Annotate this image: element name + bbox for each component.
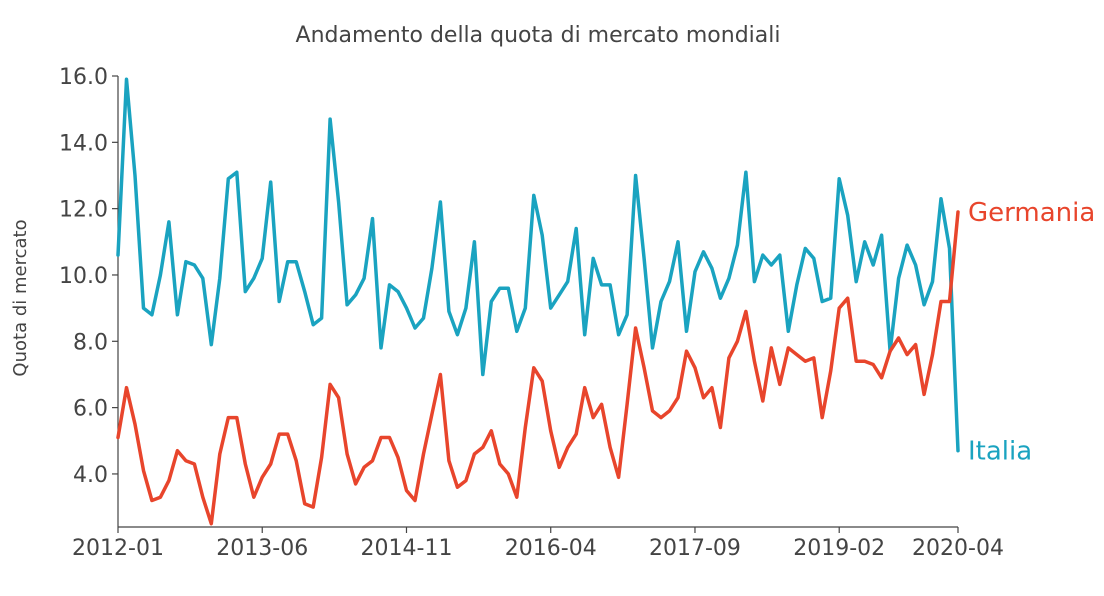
y-tick-label: 12.0 bbox=[59, 198, 108, 223]
series-label-germania: Germania bbox=[968, 198, 1095, 228]
x-tick-label: 2017-09 bbox=[649, 536, 741, 561]
x-tick-label: 2019-02 bbox=[793, 536, 885, 561]
chart-title: Andamento della quota di mercato mondial… bbox=[296, 23, 781, 48]
series-line-italia bbox=[116, 77, 960, 453]
y-tick-label: 10.0 bbox=[59, 264, 108, 289]
series-labels: Italia Germania bbox=[968, 198, 1095, 467]
series-group bbox=[116, 77, 960, 526]
x-tick-label: 2014-11 bbox=[361, 536, 453, 561]
y-tick-label: 16.0 bbox=[59, 65, 108, 90]
y-axis-label: Quota di mercato bbox=[10, 219, 31, 376]
x-tick-label: 2013-06 bbox=[216, 536, 308, 561]
series-label-italia: Italia bbox=[968, 437, 1032, 467]
y-tick-label: 4.0 bbox=[73, 463, 108, 488]
y-tick-label: 14.0 bbox=[59, 131, 108, 156]
y-tick-label: 6.0 bbox=[73, 397, 108, 422]
x-tick-label: 2012-01 bbox=[72, 536, 164, 561]
x-tick-label: 2020-04 bbox=[912, 536, 1004, 561]
y-tick-label: 8.0 bbox=[73, 330, 108, 355]
axes: 4.0 6.0 8.0 10.0 12.0 14.0 16.0 2012-01 2013-06 2… bbox=[59, 65, 1004, 561]
x-tick-label: 2016-04 bbox=[505, 536, 597, 561]
series-line-germania bbox=[116, 210, 960, 526]
